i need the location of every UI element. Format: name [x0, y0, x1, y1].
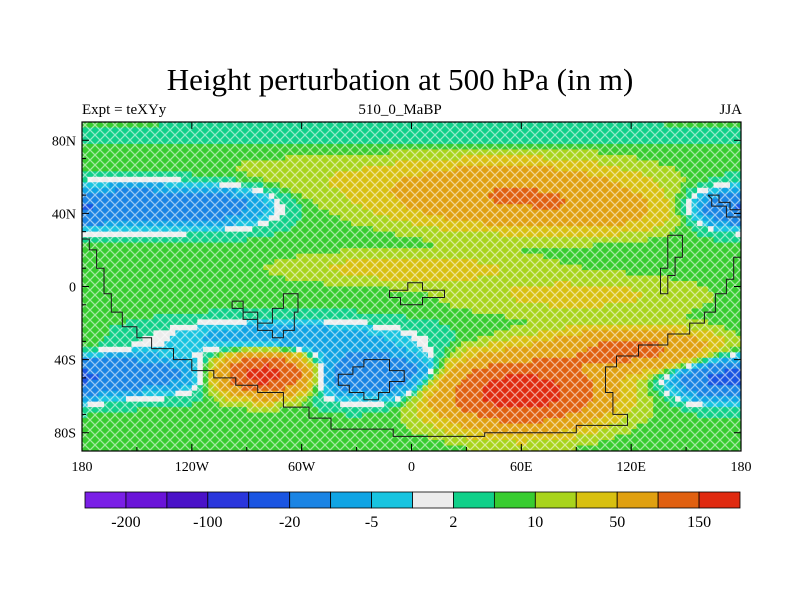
experiment-label: Expt = teXYy [82, 102, 167, 118]
chart-title: Height perturbation at 500 hPa (in m) [166, 62, 634, 97]
season-label: JJA [719, 102, 742, 118]
period-label: 510_0_MaBP [358, 102, 442, 118]
